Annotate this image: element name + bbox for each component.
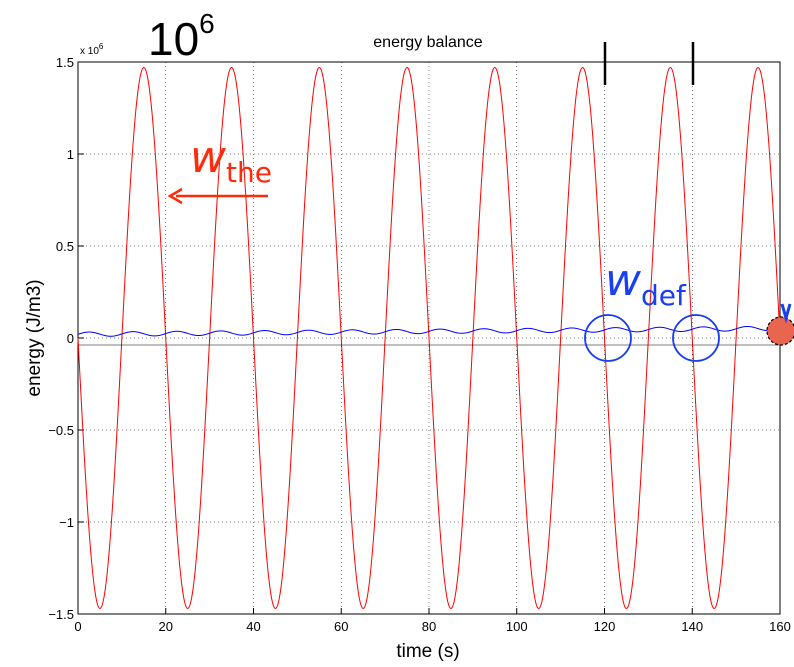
- y-tick-label: −1.5: [48, 607, 74, 622]
- y-tick-label: −1: [59, 515, 74, 530]
- grid-lines: [78, 62, 780, 614]
- series-w-def-line: [77, 326, 781, 337]
- x-tick-label: 20: [159, 619, 173, 634]
- y-tick-label: 1: [67, 147, 74, 162]
- circle-marker-120: [584, 314, 632, 362]
- x-tick-label: 80: [422, 619, 436, 634]
- chart-title: energy balance: [373, 34, 483, 51]
- series-w-the-line: [77, 66, 781, 610]
- circle-marker-140: [672, 314, 720, 362]
- axis-ticks: 0 20 40 60 80 100 120 140 160 1.5 1 0.5 0 −0.5 −1 −1.5: [48, 55, 791, 634]
- y-tick-label: 0.5: [56, 239, 74, 254]
- w-the-arrow-head: [167, 187, 183, 205]
- big-scale-label: 106: [148, 8, 215, 65]
- w-the-label: wthe: [190, 132, 272, 189]
- y-multiplier: x 106: [80, 42, 104, 57]
- x-tick-label: 0: [74, 619, 81, 634]
- x-axis-label: time (s): [396, 641, 459, 662]
- x-tick-label: 100: [506, 619, 528, 634]
- w-def-label: wdef: [605, 255, 687, 312]
- x-tick-label: 60: [334, 619, 348, 634]
- x-tick-label: 160: [769, 619, 791, 634]
- x-tick-label: 40: [246, 619, 260, 634]
- y-tick-label: 0: [67, 331, 74, 346]
- partial-w-glyph: [780, 303, 792, 324]
- x-tick-label: 140: [681, 619, 703, 634]
- y-tick-label: 1.5: [56, 55, 74, 70]
- x-tick-label: 120: [594, 619, 616, 634]
- y-tick-label: −0.5: [48, 423, 74, 438]
- y-axis-label: energy (J/m3): [24, 279, 45, 396]
- end-point-marker: [766, 316, 794, 346]
